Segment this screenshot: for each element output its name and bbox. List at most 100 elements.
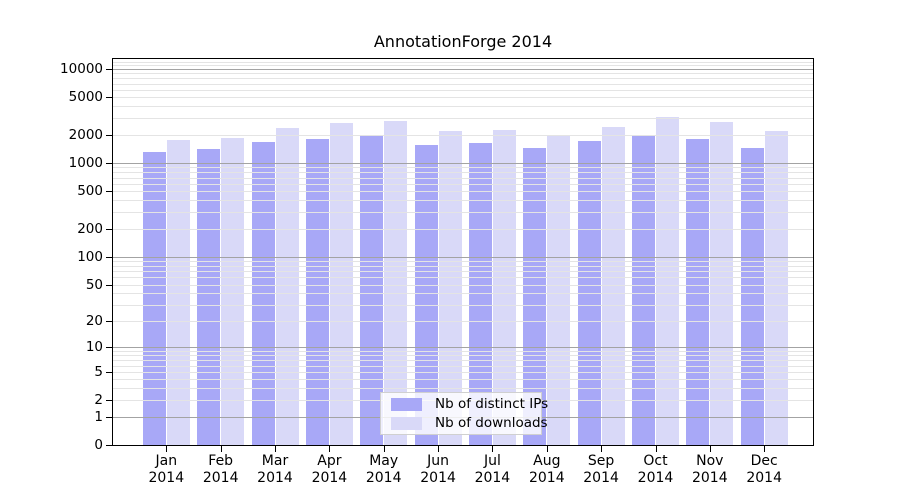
gridline: [113, 183, 813, 185]
x-axis-tick: [764, 446, 766, 452]
gridline: [113, 347, 813, 349]
y-axis-tick: [106, 191, 112, 193]
gridline: [113, 388, 813, 390]
y-axis-label: 100: [77, 248, 103, 265]
x-axis-tick: [601, 446, 603, 452]
legend-entry-downloads: Nb of downloads: [391, 415, 548, 431]
bar-distinct-ips-oct: [631, 134, 655, 445]
gridline: [113, 351, 813, 352]
gridline: [113, 177, 813, 179]
gridline: [113, 78, 813, 80]
x-axis-tick: [546, 446, 548, 452]
gridline: [113, 277, 813, 279]
bar-distinct-ips-sep: [577, 140, 601, 445]
bar-downloads-mar: [275, 128, 299, 445]
legend-label-distinct-ips: Nb of distinct IPs: [435, 396, 549, 412]
gridline: [113, 167, 813, 169]
gridline: [113, 228, 813, 230]
bar-distinct-ips-jun: [414, 145, 438, 445]
gridline: [113, 69, 813, 70]
y-axis-label: 1: [94, 408, 103, 425]
x-axis-label-may: May 2014: [365, 453, 402, 486]
y-axis-label: 50: [85, 276, 103, 293]
x-axis-tick: [655, 446, 657, 452]
gridline: [113, 256, 813, 258]
y-axis-tick: [106, 445, 112, 446]
gridline: [113, 379, 813, 381]
y-axis-label: 5000: [68, 89, 103, 106]
y-axis-tick: [106, 416, 112, 418]
gridline: [113, 284, 813, 286]
gridline: [113, 271, 813, 272]
x-axis-tick: [166, 446, 168, 452]
bar-downloads-apr: [329, 122, 353, 445]
y-axis-label: 20: [85, 312, 103, 329]
bar-downloads-aug: [547, 135, 571, 445]
bar-downloads-nov: [710, 122, 734, 445]
bar-downloads-feb: [221, 137, 245, 445]
x-axis-tick: [329, 446, 331, 452]
y-axis-tick: [106, 400, 112, 402]
gridline: [113, 371, 813, 373]
x-axis-label-jul: Jul 2014: [474, 453, 511, 486]
bar-distinct-ips-nov: [686, 139, 710, 445]
y-axis-label: 2: [94, 392, 103, 409]
legend-swatch-downloads: [391, 416, 422, 430]
chart-title: AnnotationForge 2014: [373, 32, 553, 51]
bar-downloads-oct: [655, 116, 679, 445]
legend-entry-distinct-ips: Nb of distinct IPs: [391, 396, 548, 412]
x-axis-label-mar: Mar 2014: [257, 453, 293, 486]
gridline: [113, 355, 813, 357]
gridline: [113, 61, 813, 63]
gridline: [113, 260, 813, 262]
gridline: [113, 172, 813, 174]
x-axis-label-apr: Apr 2014: [311, 453, 348, 486]
legend: Nb of distinct IPs Nb of downloads: [380, 392, 548, 435]
gridline: [113, 293, 813, 295]
y-axis-label: 500: [77, 183, 103, 200]
y-axis-tick: [106, 134, 112, 136]
y-axis-label: 0: [94, 437, 103, 453]
y-axis-tick: [106, 284, 112, 286]
x-axis-tick: [383, 446, 385, 452]
gridline: [113, 360, 813, 362]
y-axis-label: 5: [94, 363, 103, 380]
gridline: [113, 83, 813, 85]
gridline: [113, 65, 813, 67]
bar-distinct-ips-dec: [740, 147, 764, 445]
y-axis-tick: [106, 347, 112, 349]
gridline: [113, 200, 813, 202]
gridline: [113, 106, 813, 108]
x-axis-label-feb: Feb 2014: [202, 453, 239, 486]
y-axis-label: 2000: [68, 126, 103, 143]
gridline: [113, 304, 813, 306]
y-axis-tick: [106, 163, 112, 164]
gridline: [113, 191, 813, 193]
y-axis-tick: [106, 256, 112, 258]
x-axis-label-oct: Oct 2014: [637, 453, 674, 486]
plot-area: [112, 58, 814, 446]
x-axis-tick: [275, 446, 276, 452]
gridline: [113, 73, 813, 75]
x-axis-tick: [709, 446, 711, 452]
y-axis-label: 200: [77, 220, 103, 237]
y-axis-label: 10: [85, 339, 103, 356]
legend-swatch-distinct-ips: [391, 397, 422, 411]
bar-downloads-jan: [166, 139, 190, 445]
gridline: [113, 97, 813, 99]
bar-downloads-may: [384, 121, 408, 445]
y-axis-tick: [106, 320, 112, 322]
y-axis-label: 1000: [68, 155, 103, 171]
gridline: [113, 118, 813, 120]
gridline: [113, 134, 813, 136]
x-axis-label-jun: Jun 2014: [420, 453, 456, 486]
y-axis-tick: [106, 69, 112, 70]
bar-distinct-ips-feb: [197, 148, 221, 445]
gridline: [113, 163, 813, 164]
legend-label-downloads: Nb of downloads: [435, 415, 548, 431]
gridline: [113, 89, 813, 91]
x-axis-label-dec: Dec 2014: [746, 453, 782, 486]
bar-distinct-ips-mar: [251, 141, 275, 445]
bar-distinct-ips-jan: [142, 151, 166, 445]
